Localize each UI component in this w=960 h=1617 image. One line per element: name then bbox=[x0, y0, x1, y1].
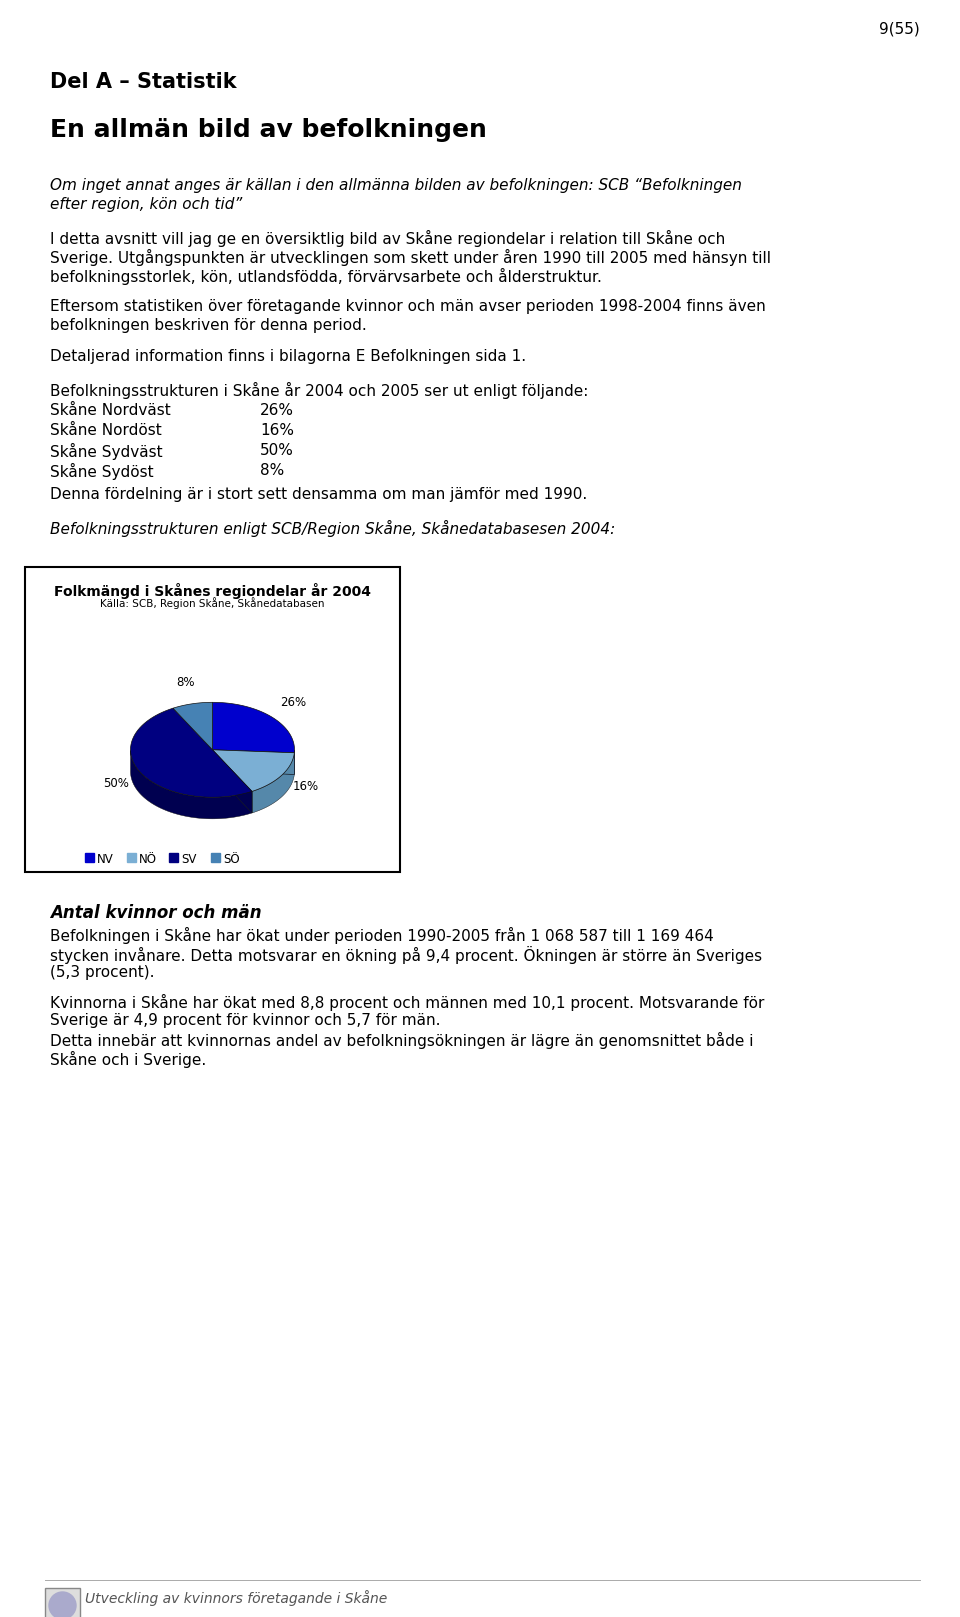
Text: 26%: 26% bbox=[260, 403, 294, 419]
Text: Om inget annat anges är källan i den allmänna bilden av befolkningen: SCB “Befol: Om inget annat anges är källan i den all… bbox=[50, 178, 742, 192]
Text: 50%: 50% bbox=[260, 443, 294, 458]
Polygon shape bbox=[131, 750, 252, 818]
Text: Skåne Sydväst: Skåne Sydväst bbox=[50, 443, 162, 459]
Text: Del A – Statistik: Del A – Statistik bbox=[50, 73, 236, 92]
Polygon shape bbox=[212, 750, 295, 775]
Text: 26%: 26% bbox=[279, 695, 306, 708]
Text: 9(55): 9(55) bbox=[879, 23, 920, 37]
Text: Antal kvinnor och män: Antal kvinnor och män bbox=[50, 904, 262, 922]
Text: I detta avsnitt vill jag ge en översiktlig bild av Skåne regiondelar i relation : I detta avsnitt vill jag ge en översiktl… bbox=[50, 230, 725, 247]
Bar bbox=[85, 854, 94, 862]
Bar bbox=[25, 568, 400, 872]
Text: Skåne Nordväst: Skåne Nordväst bbox=[50, 403, 171, 419]
Text: Denna fördelning är i stort sett densamma om man jämför med 1990.: Denna fördelning är i stort sett densamm… bbox=[50, 487, 588, 501]
Text: Utveckling av kvinnors företagande i Skåne: Utveckling av kvinnors företagande i Skå… bbox=[85, 1590, 387, 1606]
Polygon shape bbox=[252, 754, 295, 813]
Text: Detta innebär att kvinnornas andel av befolkningsökningen är lägre än genomsnitt: Detta innebär att kvinnornas andel av be… bbox=[50, 1032, 754, 1049]
Polygon shape bbox=[212, 750, 295, 775]
Text: Skåne Sydöst: Skåne Sydöst bbox=[50, 462, 154, 480]
Text: befolkningen beskriven för denna period.: befolkningen beskriven för denna period. bbox=[50, 319, 367, 333]
Text: 16%: 16% bbox=[260, 424, 294, 438]
Text: En allmän bild av befolkningen: En allmän bild av befolkningen bbox=[50, 118, 487, 142]
Text: Befolkningen i Skåne har ökat under perioden 1990-2005 från 1 068 587 till 1 169: Befolkningen i Skåne har ökat under peri… bbox=[50, 927, 713, 944]
Text: SV: SV bbox=[181, 854, 197, 867]
Text: NV: NV bbox=[97, 854, 113, 867]
Bar bbox=[45, 1588, 80, 1617]
Text: Befolkningsstrukturen enligt SCB/Region Skåne, Skånedatabasesen 2004:: Befolkningsstrukturen enligt SCB/Region … bbox=[50, 521, 615, 537]
Text: Kvinnorna i Skåne har ökat med 8,8 procent och männen med 10,1 procent. Motsvara: Kvinnorna i Skåne har ökat med 8,8 proce… bbox=[50, 994, 764, 1011]
Text: Sverige är 4,9 procent för kvinnor och 5,7 för män.: Sverige är 4,9 procent för kvinnor och 5… bbox=[50, 1012, 441, 1028]
Text: Eftersom statistiken över företagande kvinnor och män avser perioden 1998-2004 f: Eftersom statistiken över företagande kv… bbox=[50, 299, 766, 314]
Text: (5,3 procent).: (5,3 procent). bbox=[50, 965, 155, 980]
Text: Sverige. Utgångspunkten är utvecklingen som skett under åren 1990 till 2005 med : Sverige. Utgångspunkten är utvecklingen … bbox=[50, 249, 771, 267]
Text: Källa: SCB, Region Skåne, Skånedatabasen: Källa: SCB, Region Skåne, Skånedatabasen bbox=[100, 597, 324, 610]
Text: SÖ: SÖ bbox=[223, 854, 240, 867]
Circle shape bbox=[49, 1593, 76, 1617]
Polygon shape bbox=[212, 750, 252, 813]
Text: Skåne och i Sverige.: Skåne och i Sverige. bbox=[50, 1051, 206, 1067]
Text: NÖ: NÖ bbox=[139, 854, 157, 867]
Text: efter region, kön och tid”: efter region, kön och tid” bbox=[50, 197, 242, 212]
Bar bbox=[127, 854, 136, 862]
Text: 50%: 50% bbox=[103, 776, 129, 789]
Text: stycken invånare. Detta motsvarar en ökning på 9,4 procent. Ökningen är större ä: stycken invånare. Detta motsvarar en ökn… bbox=[50, 946, 762, 964]
Bar bbox=[169, 854, 178, 862]
Bar bbox=[211, 854, 220, 862]
Text: befolkningsstorlek, kön, utlandsfödda, förvärvsarbete och ålderstruktur.: befolkningsstorlek, kön, utlandsfödda, f… bbox=[50, 268, 602, 285]
Polygon shape bbox=[212, 750, 252, 813]
Text: 8%: 8% bbox=[176, 676, 194, 689]
Text: Folkmängd i Skånes regiondelar år 2004: Folkmängd i Skånes regiondelar år 2004 bbox=[54, 584, 371, 598]
Text: 16%: 16% bbox=[293, 781, 319, 794]
Polygon shape bbox=[212, 750, 295, 791]
Text: Detaljerad information finns i bilagorna E Befolkningen sida 1.: Detaljerad information finns i bilagorna… bbox=[50, 349, 526, 364]
Text: Skåne Nordöst: Skåne Nordöst bbox=[50, 424, 161, 438]
Polygon shape bbox=[173, 702, 212, 750]
Polygon shape bbox=[212, 702, 295, 754]
Text: 8%: 8% bbox=[260, 462, 284, 479]
Polygon shape bbox=[131, 708, 252, 797]
Text: Befolkningsstrukturen i Skåne år 2004 och 2005 ser ut enligt följande:: Befolkningsstrukturen i Skåne år 2004 oc… bbox=[50, 382, 588, 399]
